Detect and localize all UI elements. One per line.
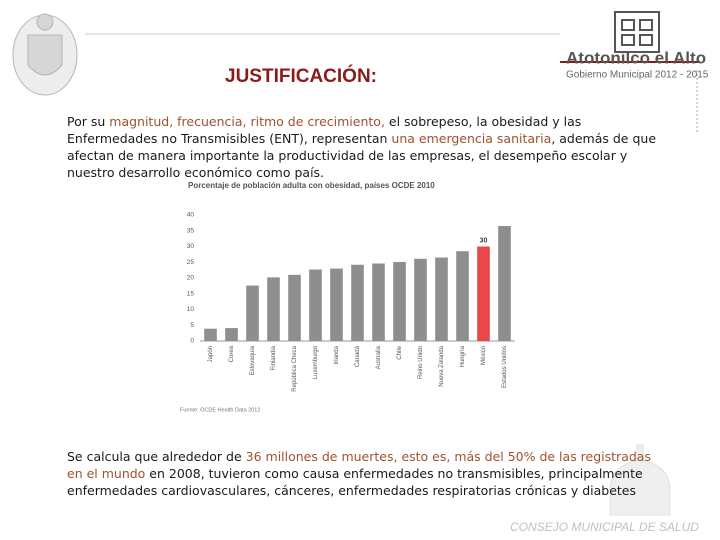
bar — [456, 251, 469, 341]
x-tick-label: Irlanda — [334, 345, 340, 364]
x-tick-label: México — [481, 345, 487, 365]
chart-background — [175, 180, 525, 416]
y-tick-label: 30 — [187, 243, 195, 250]
text: Se calcula que alrededor de — [67, 449, 246, 464]
logo-name: Atotonilco el Alto — [566, 48, 706, 67]
chart-source: Fuente: OCDE Health Data 2012 — [180, 407, 260, 413]
bar — [267, 277, 280, 341]
right-logo-icon — [614, 11, 660, 53]
highlighted-text: una emergencia sanitaria — [391, 131, 552, 146]
text: el sobrepeso, la obesidad y las Enfermed… — [67, 114, 582, 146]
bar — [330, 268, 343, 341]
x-tick-label: Australia — [376, 345, 382, 369]
bar — [477, 246, 490, 341]
x-tick-label: Reino Unido — [418, 345, 424, 379]
x-tick-label: Canadá — [355, 345, 361, 367]
x-tick-label: República Checa — [292, 345, 298, 391]
bar — [372, 263, 385, 341]
bar — [288, 274, 301, 341]
y-tick-label: 10 — [187, 306, 195, 313]
x-tick-label: Japón — [208, 346, 214, 362]
text: en 2008, tuvieron como causa enfermedade… — [67, 466, 643, 498]
dome-silhouette — [609, 444, 671, 516]
bar — [225, 328, 238, 341]
bar — [393, 261, 406, 341]
bar — [351, 264, 364, 341]
highlighted-text: magnitud, frecuencia, ritmo de crecimien… — [109, 114, 385, 129]
x-tick-label: Hungría — [460, 345, 466, 367]
paragraph: Por su magnitud, frecuencia, ritmo de cr… — [67, 113, 657, 181]
text: , además de que afectan de manera import… — [67, 131, 657, 180]
x-tick-label: Eslovaquia — [250, 345, 256, 375]
y-tick-label: 0 — [190, 338, 194, 345]
bar — [246, 285, 259, 341]
x-tick-label: Luxemburgo — [313, 345, 319, 379]
x-tick-label: Nueva Zelanda — [439, 345, 445, 386]
page-title: JUSTIFICACIÓN: — [225, 65, 377, 87]
chart-title: Porcentaje de población adulta con obesi… — [188, 181, 435, 190]
bar — [204, 328, 217, 341]
x-tick-label: Chile — [397, 345, 403, 359]
highlighted-text: 36 millones de muertes, esto es, más del… — [67, 449, 651, 481]
y-tick-label: 20 — [187, 275, 195, 282]
y-tick-label: 25 — [187, 259, 195, 266]
bar — [435, 257, 448, 341]
y-tick-label: 35 — [187, 227, 195, 234]
left-crest — [12, 13, 78, 96]
bar — [309, 269, 322, 341]
logo-subtitle: Gobierno Municipal 2012 - 2015 — [566, 70, 709, 81]
x-tick-label: Finlandia — [271, 345, 277, 370]
bar — [498, 226, 511, 341]
x-tick-label: Corea — [229, 345, 235, 362]
x-tick-label: Estados Unidos — [502, 346, 508, 388]
y-tick-label: 15 — [187, 290, 195, 297]
value-label: 30 — [480, 237, 488, 244]
chart: Porcentaje de población adulta con obesi… — [175, 180, 525, 416]
paragraph: Se calcula que alrededor de 36 millones … — [67, 448, 657, 499]
bar — [414, 258, 427, 341]
y-tick-label: 5 — [190, 322, 194, 329]
text: Por su — [67, 114, 110, 129]
y-tick-label: 40 — [187, 212, 195, 219]
footer: CONSEJO MUNICIPAL DE SALUD — [510, 520, 699, 534]
